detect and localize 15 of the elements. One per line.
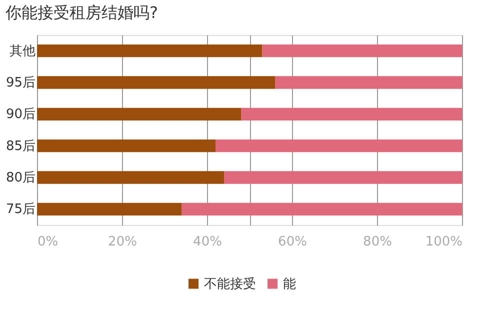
x-tick-label: 100% bbox=[425, 234, 462, 250]
legend-label: 不能接受 bbox=[204, 276, 256, 292]
y-tick-label: 95后 bbox=[6, 76, 36, 90]
chart-title: 你能接受租房结婚吗? bbox=[4, 3, 158, 22]
legend-label: 能 bbox=[283, 276, 296, 292]
y-tick-label: 90后 bbox=[6, 107, 36, 122]
y-tick-label: 75后 bbox=[6, 202, 36, 218]
x-tick-label: 0% bbox=[38, 234, 58, 250]
y-tick-label: 80后 bbox=[6, 170, 36, 186]
x-tick-label: 60% bbox=[278, 234, 307, 250]
x-tick-label: 20% bbox=[108, 234, 137, 250]
x-tick-label: 40% bbox=[193, 234, 222, 250]
y-tick-label: 85后 bbox=[6, 138, 36, 154]
y-tick-label: 其他 bbox=[10, 44, 36, 59]
x-tick-label: 80% bbox=[363, 234, 392, 250]
